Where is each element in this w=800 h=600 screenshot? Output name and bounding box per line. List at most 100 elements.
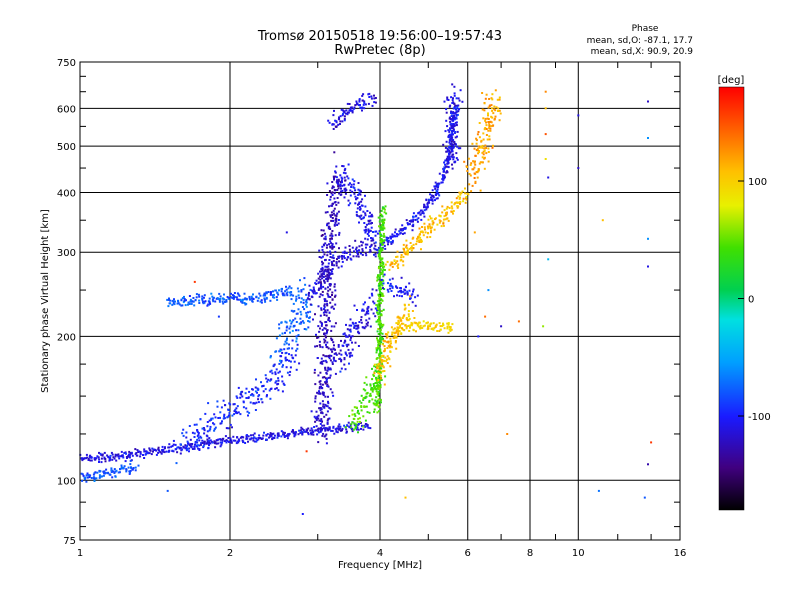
echo-point [455,117,458,120]
echo-point [86,476,89,479]
echo-point [179,446,182,449]
echo-point [365,223,368,226]
echo-point [185,436,188,439]
echo-point [329,368,332,371]
echo-point [384,333,387,336]
echo-point [381,222,384,225]
echo-point [375,376,377,379]
echo-point [329,237,332,240]
echo-point [400,276,403,279]
echo-point [577,114,580,117]
echo-point [105,468,108,471]
echo-point [379,342,382,345]
echo-point [402,264,405,267]
echo-point [261,385,264,387]
echo-point [303,308,306,311]
echo-point [326,331,328,334]
echo-point [291,320,294,323]
echo-point [321,245,324,248]
echo-point [332,257,335,260]
echo-point [450,137,453,140]
echo-point [100,461,103,464]
echo-point [376,366,379,369]
echo-point [647,237,649,240]
echo-point [208,437,211,440]
echo-point [327,294,330,297]
echo-point [383,269,386,271]
echo-point [358,191,361,194]
echo-point [376,248,378,251]
echo-point [323,424,326,427]
echo-point [307,326,310,329]
echo-point [335,353,338,356]
echo-point [321,362,324,365]
echo-point [130,466,132,469]
echo-point [334,372,337,375]
echo-point [354,341,357,344]
echo-point [319,371,322,374]
echo-point [204,412,207,415]
echo-point [281,351,284,354]
echo-point [333,192,336,195]
echo-point [284,359,287,362]
echo-point [330,211,333,214]
echo-point [324,381,327,384]
echo-point [213,428,216,431]
echo-point [324,427,327,430]
echo-point [334,428,337,431]
echo-point [166,489,169,492]
echo-point [451,207,454,210]
echo-point [430,229,433,232]
echo-point [398,321,401,324]
echo-point [312,292,315,295]
echo-point [167,298,170,301]
echo-point [317,414,320,417]
echo-point [331,256,334,259]
echo-point [433,228,436,231]
echo-point [282,431,285,434]
echo-point [291,339,294,342]
echo-point [322,229,325,232]
echo-point [487,160,490,163]
echo-point [229,423,232,426]
echo-point [485,121,488,124]
echo-point [340,367,343,370]
echo-point [407,223,410,226]
echo-point [379,320,382,323]
echo-point [233,410,236,413]
echo-point [413,321,416,324]
echo-point [601,219,604,222]
echo-point [486,138,489,141]
echo-point [317,431,320,434]
echo-point [339,190,342,193]
echo-point [427,324,430,327]
echo-point [369,211,371,214]
echo-point [355,426,357,429]
echo-point [85,474,88,477]
echo-point [427,327,430,330]
echo-point [160,452,163,455]
echo-point [331,294,333,296]
echo-point [443,175,446,178]
echo-point [100,453,103,456]
echo-point [271,372,274,375]
echo-point [343,117,346,120]
echo-point [442,221,445,224]
echo-point [319,278,322,281]
echo-point [324,429,327,431]
echo-point [391,241,394,244]
echo-point [318,419,321,422]
echo-point [320,324,323,327]
echo-point [257,395,260,398]
echo-point [374,387,377,390]
echo-point [484,144,487,147]
echo-point [195,296,198,299]
echo-point [295,349,298,352]
echo-point [445,207,448,210]
echo-point [430,196,432,199]
echo-point [158,450,161,453]
echo-point [285,366,288,369]
echo-point [446,322,449,325]
echo-point [232,403,235,406]
echo-point [446,170,448,173]
